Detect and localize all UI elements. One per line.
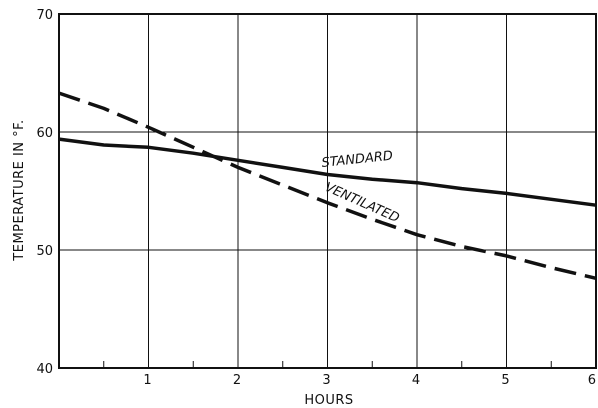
series-label-ventilated: VENTILATED bbox=[322, 180, 401, 226]
x-tick-label: 2 bbox=[233, 373, 241, 388]
x-axis-ticks: 1 2 3 4 5 6 bbox=[143, 373, 596, 388]
x-axis-label: HOURS bbox=[304, 393, 353, 408]
x-tick-label: 6 bbox=[588, 373, 596, 388]
y-tick-label: 70 bbox=[36, 8, 53, 23]
series-label-standard: STANDARD bbox=[321, 149, 394, 171]
x-tick-label: 5 bbox=[501, 373, 509, 388]
y-tick-label: 40 bbox=[36, 362, 53, 377]
y-axis-ticks: 40 50 60 70 bbox=[36, 8, 53, 377]
x-tick-label: 4 bbox=[412, 373, 420, 388]
y-tick-label: 60 bbox=[36, 126, 53, 141]
x-tick-label: 1 bbox=[143, 373, 151, 388]
y-axis-label: TEMPERATURE IN °F. bbox=[12, 119, 27, 261]
y-tick-label: 50 bbox=[36, 244, 53, 259]
x-tick-label: 3 bbox=[322, 373, 330, 388]
